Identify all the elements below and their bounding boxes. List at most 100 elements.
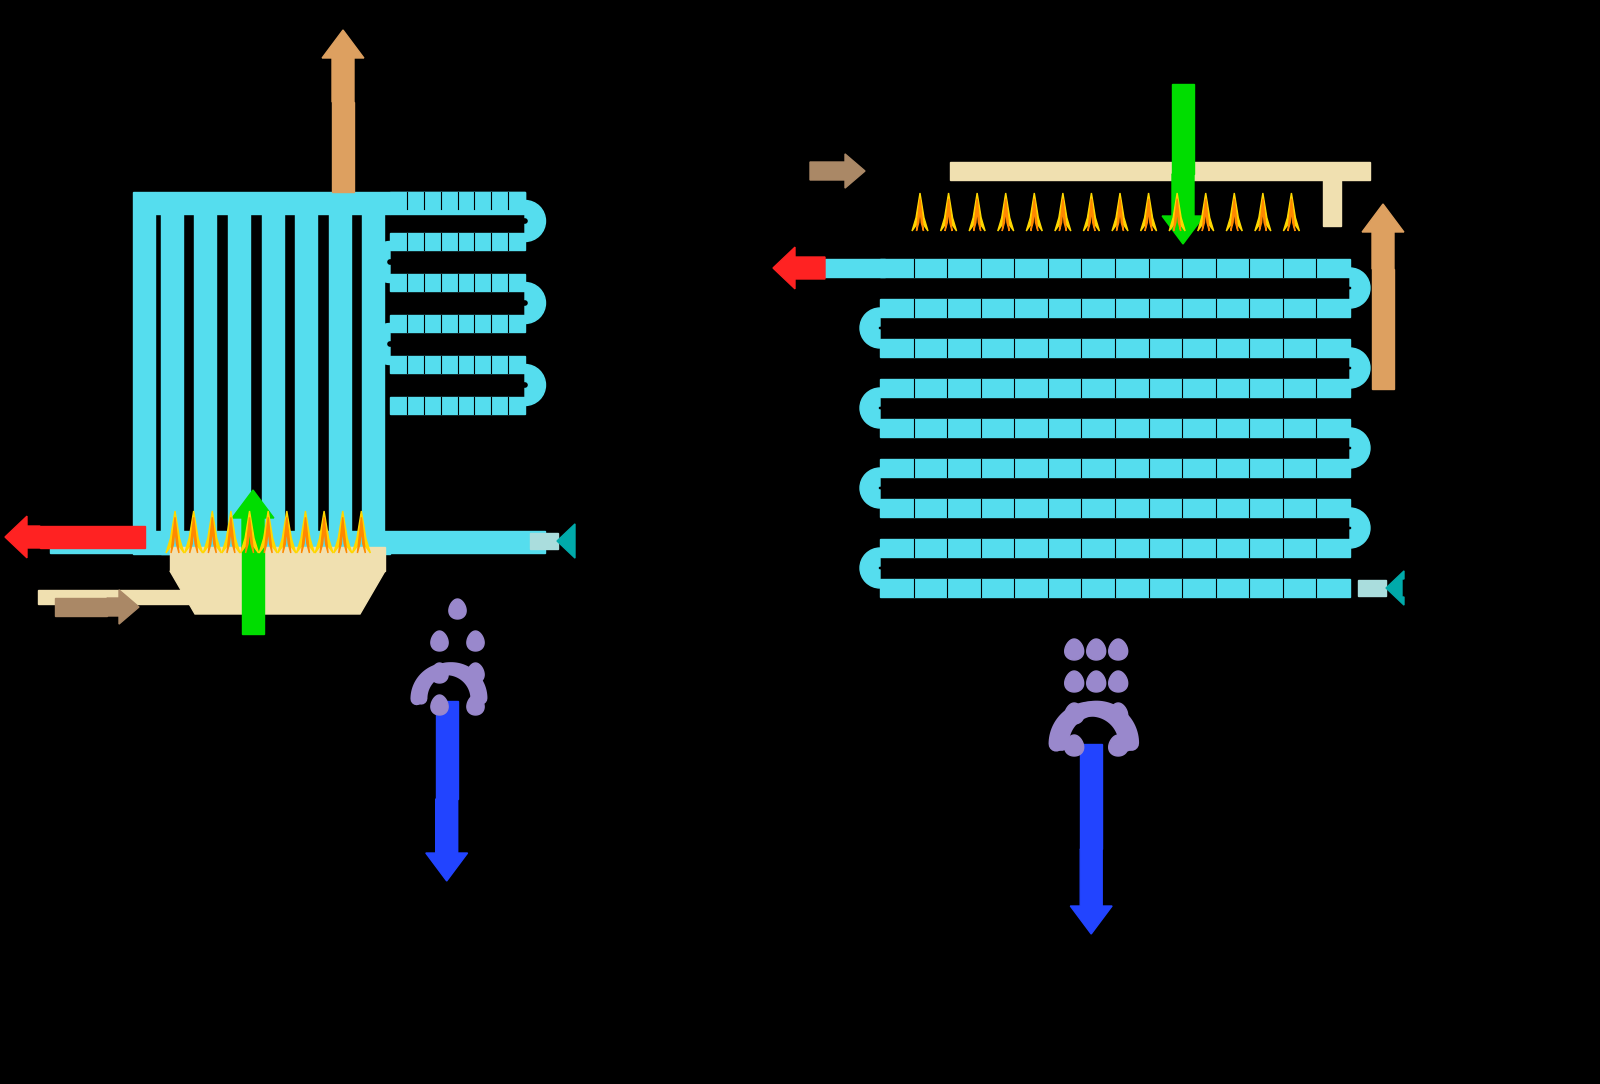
Bar	[227, 214, 250, 554]
Polygon shape	[208, 517, 216, 553]
Bar	[242, 552, 264, 634]
Polygon shape	[1086, 671, 1106, 692]
Polygon shape	[1112, 193, 1128, 231]
Bar	[1080, 744, 1102, 849]
Bar	[333, 102, 354, 192]
Bar	[155, 532, 390, 554]
Polygon shape	[1109, 735, 1128, 756]
Bar	[1358, 580, 1386, 596]
Polygon shape	[1259, 198, 1266, 231]
FancyArrow shape	[426, 799, 467, 881]
Wedge shape	[370, 242, 390, 283]
Bar	[826, 259, 885, 278]
Polygon shape	[1202, 198, 1210, 231]
Polygon shape	[166, 511, 184, 553]
Polygon shape	[203, 511, 221, 553]
Polygon shape	[1026, 193, 1042, 231]
Bar	[390, 192, 525, 214]
Wedge shape	[861, 308, 880, 348]
Polygon shape	[974, 198, 981, 231]
Polygon shape	[1064, 638, 1083, 660]
Polygon shape	[467, 695, 485, 715]
Polygon shape	[1288, 198, 1294, 231]
Polygon shape	[970, 193, 986, 231]
Polygon shape	[170, 571, 386, 614]
Bar	[530, 533, 558, 549]
Polygon shape	[430, 663, 448, 683]
Polygon shape	[1146, 198, 1152, 231]
Bar	[160, 214, 182, 554]
Polygon shape	[278, 511, 296, 553]
Wedge shape	[525, 364, 546, 405]
Polygon shape	[467, 663, 485, 683]
Bar	[328, 214, 350, 554]
Bar	[880, 259, 1350, 278]
Bar	[1373, 269, 1394, 389]
Polygon shape	[1088, 198, 1094, 231]
Polygon shape	[259, 511, 277, 553]
Bar	[213, 571, 227, 604]
Bar	[880, 459, 1350, 477]
Bar	[38, 590, 221, 604]
FancyArrow shape	[107, 590, 139, 624]
Bar	[170, 547, 386, 571]
Polygon shape	[1109, 638, 1128, 660]
Bar	[54, 598, 107, 616]
FancyArrow shape	[1386, 571, 1405, 605]
Polygon shape	[467, 631, 485, 651]
Polygon shape	[1083, 193, 1099, 231]
Polygon shape	[430, 631, 448, 651]
Polygon shape	[283, 517, 291, 553]
FancyArrow shape	[773, 247, 826, 289]
Polygon shape	[1198, 193, 1214, 231]
Bar	[390, 274, 525, 291]
Polygon shape	[1064, 704, 1083, 724]
Polygon shape	[240, 511, 259, 553]
Polygon shape	[222, 511, 240, 553]
Bar	[261, 214, 283, 554]
Wedge shape	[1350, 348, 1370, 388]
Polygon shape	[352, 511, 370, 553]
Polygon shape	[1059, 198, 1066, 231]
Wedge shape	[1350, 508, 1370, 549]
Bar	[133, 531, 546, 553]
Polygon shape	[315, 511, 333, 553]
FancyArrow shape	[1162, 175, 1203, 244]
Polygon shape	[227, 517, 235, 553]
Polygon shape	[1226, 193, 1242, 231]
Bar	[1171, 83, 1194, 175]
Polygon shape	[912, 193, 928, 231]
Polygon shape	[1283, 193, 1299, 231]
Polygon shape	[190, 517, 197, 553]
FancyArrow shape	[232, 490, 274, 552]
FancyArrow shape	[5, 516, 40, 558]
Polygon shape	[1054, 193, 1070, 231]
Polygon shape	[1174, 198, 1181, 231]
Bar	[880, 299, 1350, 317]
Polygon shape	[301, 517, 309, 553]
Polygon shape	[917, 198, 923, 231]
Polygon shape	[296, 511, 315, 553]
Bar	[880, 379, 1350, 397]
Wedge shape	[1350, 428, 1370, 468]
Bar	[133, 192, 155, 554]
Polygon shape	[1002, 198, 1010, 231]
Polygon shape	[1109, 704, 1128, 724]
Wedge shape	[861, 468, 880, 508]
Polygon shape	[946, 198, 952, 231]
Polygon shape	[1064, 735, 1083, 756]
Wedge shape	[861, 549, 880, 588]
Polygon shape	[184, 511, 203, 553]
Bar	[390, 233, 525, 250]
FancyArrow shape	[810, 154, 866, 189]
Bar	[950, 162, 1370, 180]
Polygon shape	[357, 517, 365, 553]
Bar	[880, 339, 1350, 357]
Bar	[294, 214, 317, 554]
Polygon shape	[339, 517, 347, 553]
Bar	[40, 526, 146, 549]
Wedge shape	[525, 283, 546, 323]
FancyArrow shape	[1362, 204, 1403, 269]
Polygon shape	[430, 695, 448, 715]
Bar	[362, 214, 384, 554]
